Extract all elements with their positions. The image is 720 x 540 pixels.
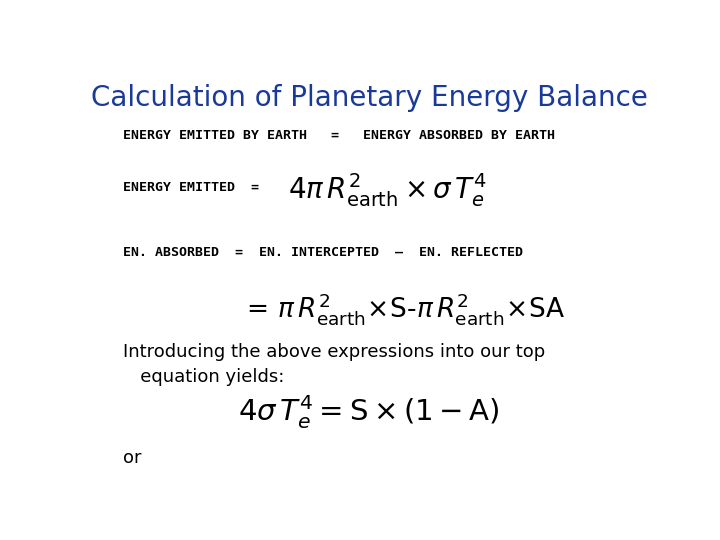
Text: $4\pi\,R_{\mathrm{earth}}^{2} \times \sigma\,T_{e}^{4}$: $4\pi\,R_{\mathrm{earth}}^{2} \times \si… (288, 171, 487, 209)
Text: EN. ABSORBED  =  EN. INTERCEPTED  –  EN. REFLECTED: EN. ABSORBED = EN. INTERCEPTED – EN. REF… (124, 246, 523, 259)
Text: ENERGY EMITTED  =: ENERGY EMITTED = (124, 181, 268, 194)
Text: or: or (124, 449, 142, 468)
Text: $4\sigma\,T_{e}^{4} = \mathrm{S} \times (1 - \mathrm{A})$: $4\sigma\,T_{e}^{4} = \mathrm{S} \times … (238, 393, 500, 431)
Text: Calculation of Planetary Energy Balance: Calculation of Planetary Energy Balance (91, 84, 647, 112)
Text: ENERGY EMITTED BY EARTH   =   ENERGY ABSORBED BY EARTH: ENERGY EMITTED BY EARTH = ENERGY ABSORBE… (124, 129, 556, 142)
Text: $=\,\pi\,R_{\mathrm{earth}}^{2} \!\times\! \mathrm{S}\text{-}\pi\,R_{\mathrm{ear: $=\,\pi\,R_{\mathrm{earth}}^{2} \!\times… (240, 292, 564, 327)
Text: Introducing the above expressions into our top
   equation yields:: Introducing the above expressions into o… (124, 343, 546, 387)
